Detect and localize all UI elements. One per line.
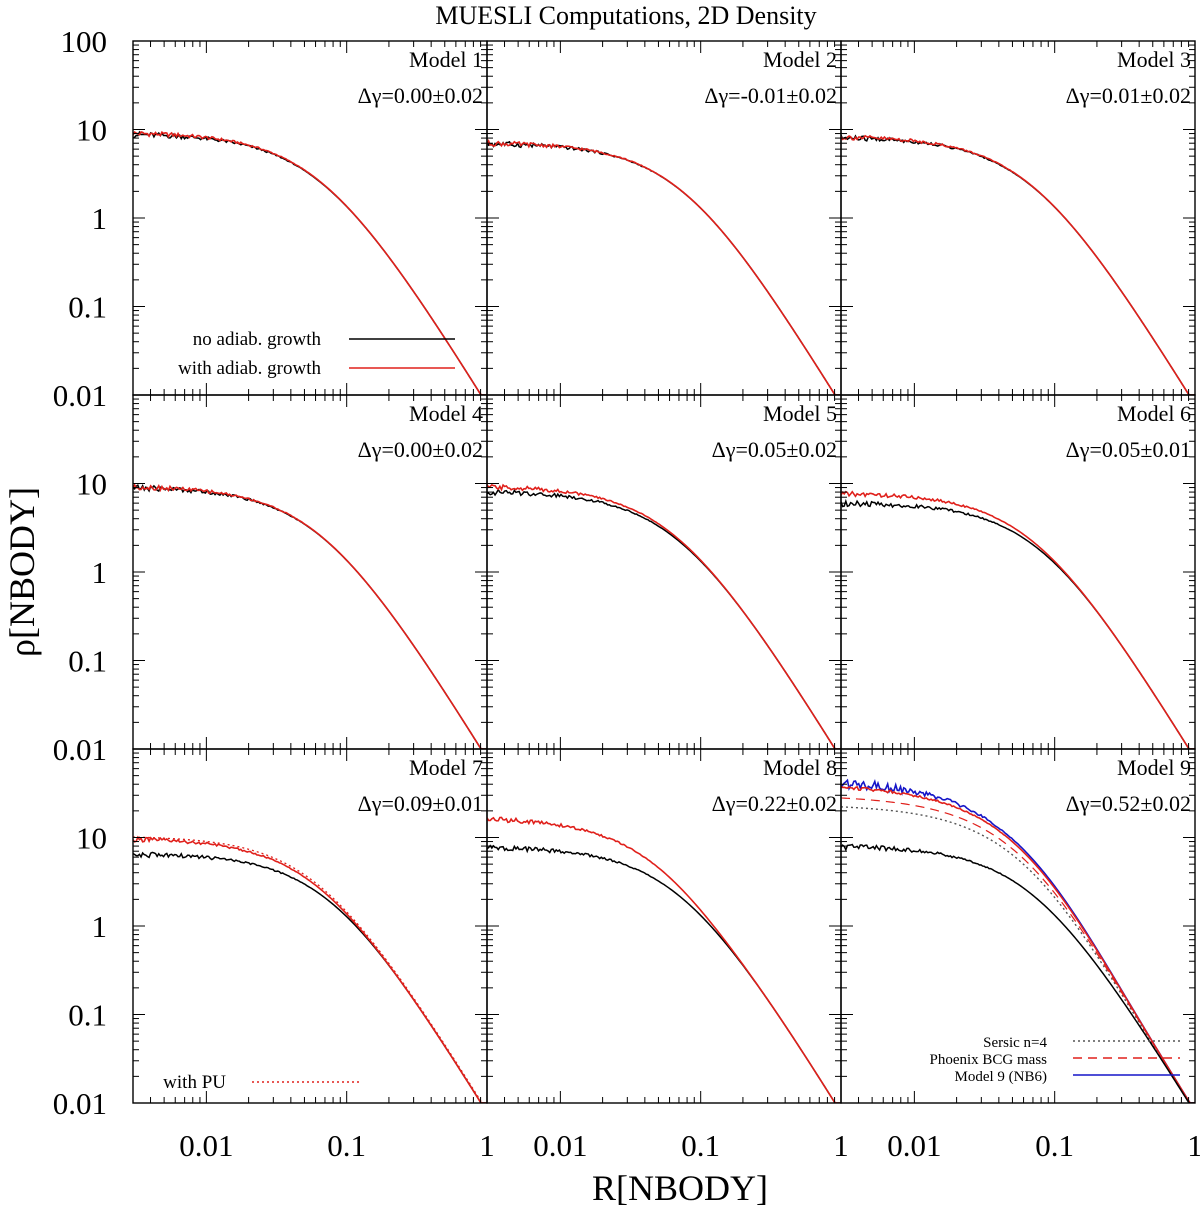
curves — [841, 778, 1195, 1103]
no-adiab-line — [841, 843, 1195, 1103]
model-label: Model 6 — [1117, 401, 1191, 426]
with-adiab-line — [133, 483, 487, 749]
model-label: Model 4 — [409, 401, 483, 426]
x-tick-label: 0.01 — [179, 1128, 233, 1163]
delta-gamma-label: Δγ=0.05±0.01 — [1066, 437, 1191, 462]
legend-label: with PU — [163, 1072, 226, 1093]
curves — [487, 483, 841, 749]
no-adiab-line — [841, 498, 1195, 749]
model-label: Model 8 — [763, 755, 837, 780]
curves — [841, 134, 1195, 395]
panel-6: Model 6 Δγ=0.05±0.01 — [840, 394, 1196, 750]
no-adiab-line — [487, 140, 841, 395]
panel-frame — [840, 748, 1196, 1104]
delta-gamma-label: Δγ=0.05±0.02 — [712, 437, 837, 462]
with-adiab-line — [841, 785, 1195, 1103]
x-tick-label: 0.1 — [327, 1128, 366, 1163]
ticks — [486, 394, 842, 750]
delta-gamma-label: Δγ=0.09±0.01 — [358, 791, 483, 816]
y-tick-label: 10 — [76, 467, 107, 502]
x-tick-label: 0.1 — [681, 1128, 720, 1163]
delta-gamma-label: Δγ=0.01±0.02 — [1066, 83, 1191, 108]
curves — [487, 138, 841, 395]
y-tick-label: 0.01 — [53, 1086, 107, 1121]
curves — [133, 835, 487, 1103]
ticks — [132, 40, 488, 396]
y-tick-label: 100 — [61, 24, 108, 59]
x-tick-label: 0.1 — [1035, 1128, 1074, 1163]
y-tick-label: 1 — [92, 201, 108, 236]
panel-9: Model 9 Δγ=0.52±0.02 0.01 0.1 1 — [840, 748, 1200, 1163]
with-adiab-line — [133, 130, 487, 395]
x-tick-label: 0.01 — [887, 1128, 941, 1163]
with-adiab-line — [487, 816, 841, 1103]
delta-gamma-label: Δγ=0.22±0.02 — [712, 791, 837, 816]
x-tick-label: 1 — [833, 1128, 849, 1163]
panel-8: Model 8 Δγ=0.22±0.02 0.01 0.1 1 — [486, 748, 849, 1163]
model-label: Model 2 — [763, 47, 837, 72]
curves — [133, 130, 487, 395]
panel-4: Model 4 Δγ=0.00±0.02 10 1 0.1 0.01 — [53, 394, 488, 767]
curves — [841, 490, 1195, 749]
model-label: Model 5 — [763, 401, 837, 426]
with-adiab-line — [487, 138, 841, 395]
y-tick-label: 10 — [76, 821, 107, 856]
no-adiab-line — [133, 851, 487, 1103]
x-tick-label: 1 — [479, 1128, 495, 1163]
delta-gamma-label: Δγ=-0.01±0.02 — [704, 83, 837, 108]
y-tick-label: 0.1 — [68, 644, 107, 679]
with-adiab-line — [841, 134, 1195, 395]
y-tick-label: 0.1 — [68, 290, 107, 325]
with-adiab-line — [487, 483, 841, 749]
model-label: Model 1 — [409, 47, 483, 72]
y-tick-label: 1 — [92, 909, 108, 944]
ticks — [132, 394, 488, 750]
panel-1: Model 1 Δγ=0.00±0.02 100 10 1 0.1 0.01 — [53, 24, 488, 413]
x-axis-label: R[NBODY] — [592, 1168, 768, 1208]
panel-grid: Model 1 Δγ=0.00±0.02 100 10 1 0.1 0.01 Model 2 Δ… — [53, 24, 1200, 1163]
delta-gamma-label: Δγ=0.00±0.02 — [358, 83, 483, 108]
curves — [133, 483, 487, 749]
y-tick-label: 0.01 — [53, 378, 107, 413]
ticks — [840, 394, 1196, 750]
legend-label: Phoenix BCG mass — [929, 1052, 1047, 1068]
no-adiab-line — [841, 134, 1195, 395]
panel-3: Model 3 Δγ=0.01±0.02 — [840, 40, 1196, 396]
no-adiab-line — [487, 844, 841, 1103]
no-adiab-line — [133, 130, 487, 395]
legend-panel-7: with PU — [163, 1072, 359, 1093]
legend-label: with adiab. growth — [178, 358, 322, 379]
panel-5: Model 5 Δγ=0.05±0.02 — [486, 394, 842, 750]
x-tick-label: 0.01 — [533, 1128, 587, 1163]
panel-2: Model 2 Δγ=-0.01±0.02 — [486, 40, 842, 396]
legend-label: no adiab. growth — [193, 329, 322, 350]
chart-title: MUESLI Computations, 2D Density — [435, 1, 816, 30]
delta-gamma-label: Δγ=0.00±0.02 — [358, 437, 483, 462]
y-tick-label: 10 — [76, 113, 107, 148]
y-axis-label: ρ[NBODY] — [2, 487, 42, 657]
model-label: Model 7 — [409, 755, 483, 780]
panel-7: Model 7 Δγ=0.09±0.01 10 1 0.1 0.01 0.01 0.1 1 — [53, 748, 495, 1163]
ticks — [840, 40, 1196, 396]
curves — [487, 816, 841, 1103]
legend-label: Model 9 (NB6) — [955, 1069, 1048, 1085]
delta-gamma-label: Δγ=0.52±0.02 — [1066, 791, 1191, 816]
y-tick-label: 0.1 — [68, 998, 107, 1033]
model-label: Model 9 — [1117, 755, 1191, 780]
with-adiab-line — [841, 490, 1195, 749]
no-adiab-line — [133, 484, 487, 749]
legend-label: Sersic n=4 — [983, 1035, 1047, 1051]
with-pu-line — [133, 836, 487, 1103]
y-tick-label: 0.01 — [53, 732, 107, 767]
ticks — [486, 748, 842, 1104]
y-tick-label: 1 — [92, 555, 108, 590]
legend-panel-1: no adiab. growth with adiab. growth — [178, 329, 455, 379]
sersic-line — [841, 806, 1195, 1103]
with-adiab-line — [133, 835, 487, 1103]
model-label: Model 3 — [1117, 47, 1191, 72]
x-tick-label: 1 — [1187, 1128, 1200, 1163]
